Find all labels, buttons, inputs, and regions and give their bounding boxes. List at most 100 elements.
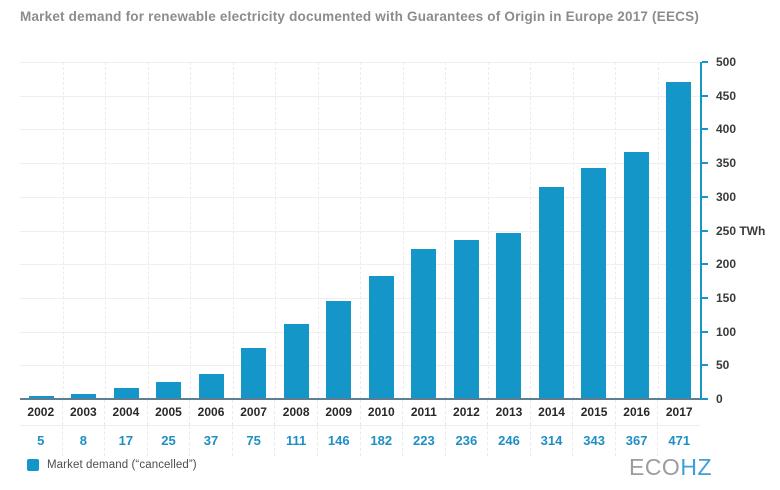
y-tick bbox=[702, 128, 708, 131]
year-label: 2002 bbox=[20, 400, 63, 425]
v-gridline bbox=[530, 62, 531, 399]
value-label: 223 bbox=[403, 426, 446, 456]
year-label: 2009 bbox=[318, 400, 361, 425]
y-tick bbox=[702, 364, 708, 367]
v-gridline bbox=[572, 62, 574, 399]
v-gridline bbox=[487, 62, 489, 399]
bar-2011 bbox=[411, 248, 437, 399]
y-tick-label: 150 bbox=[716, 290, 737, 305]
y-tick-label: 500 bbox=[716, 55, 737, 69]
value-label: 367 bbox=[616, 426, 659, 456]
y-tick bbox=[702, 398, 708, 400]
value-label: 246 bbox=[488, 426, 531, 456]
year-labels-row: 2002 2003 2004 2005 2006 2007 2008 2009 2010 2011… bbox=[20, 400, 700, 425]
v-gridline bbox=[190, 62, 191, 399]
bar-2017 bbox=[666, 81, 692, 399]
bar-2005 bbox=[156, 382, 182, 399]
y-tick bbox=[702, 162, 708, 165]
bar-2014 bbox=[538, 187, 564, 399]
y-tick-label: 250 TWh bbox=[716, 223, 766, 238]
value-label: 111 bbox=[275, 426, 318, 456]
bar-2002 bbox=[28, 395, 54, 399]
year-label: 2017 bbox=[665, 405, 693, 419]
v-gridline bbox=[105, 62, 106, 399]
x-axis-label-table: 2002 2003 2004 2005 2006 2007 2008 2009 2010 2011… bbox=[20, 400, 700, 456]
v-gridline bbox=[317, 62, 319, 399]
value-label: 75 bbox=[233, 426, 276, 456]
value-label: 236 bbox=[446, 426, 489, 456]
value-label: 5 bbox=[20, 426, 63, 456]
value-label: 8 bbox=[63, 426, 106, 456]
v-gridline bbox=[62, 62, 64, 399]
year-label: 2014 bbox=[531, 400, 574, 425]
v-gridline bbox=[147, 62, 149, 399]
value-label: 17 bbox=[105, 426, 148, 456]
year-label: 2010 bbox=[361, 400, 404, 425]
year-label: 2006 bbox=[190, 400, 233, 425]
y-tick-label: 300 bbox=[716, 189, 737, 204]
bar-2007 bbox=[241, 348, 267, 399]
y-axis: 0 50 100 150 200 250 TWh 300 350 400 450 500 bbox=[700, 55, 770, 406]
y-tick bbox=[702, 330, 708, 333]
value-label: 343 bbox=[573, 426, 616, 456]
value-label: 37 bbox=[190, 426, 233, 456]
y-tick-label: 50 bbox=[716, 358, 730, 373]
legend: Market demand (“cancelled”) bbox=[27, 459, 197, 471]
bar-2010 bbox=[368, 276, 394, 399]
y-tick bbox=[702, 195, 708, 198]
y-axis-line bbox=[700, 62, 702, 399]
logo-text-eco: ECO bbox=[628, 454, 681, 480]
year-label: 2005 bbox=[148, 400, 191, 425]
logo-text-hz: HZ bbox=[680, 454, 712, 480]
year-label: 2007 bbox=[233, 400, 276, 425]
y-tick bbox=[702, 263, 708, 266]
bar-2008 bbox=[283, 324, 309, 399]
v-gridline bbox=[615, 62, 616, 399]
year-label: 2012 bbox=[446, 400, 489, 425]
bar-2006 bbox=[198, 374, 224, 399]
year-label: 2015 bbox=[573, 400, 616, 425]
legend-label: Market demand (“cancelled”) bbox=[47, 459, 197, 471]
y-tick-label: 200 bbox=[716, 257, 737, 272]
y-tick-label: 0 bbox=[716, 392, 723, 406]
year-label: 2004 bbox=[105, 400, 148, 425]
v-gridline bbox=[275, 62, 276, 399]
bar-2016 bbox=[623, 151, 649, 399]
y-tick bbox=[702, 61, 708, 63]
legend-marker-icon bbox=[27, 459, 39, 471]
v-gridline bbox=[657, 62, 659, 399]
v-gridline bbox=[402, 62, 404, 399]
value-label: 182 bbox=[361, 426, 404, 456]
year-label: 2016 bbox=[616, 400, 659, 425]
year-label: 2013 bbox=[488, 400, 531, 425]
bar-2015 bbox=[581, 167, 607, 399]
year-label: 2003 bbox=[63, 400, 106, 425]
year-label: 2011 bbox=[403, 400, 446, 425]
value-label: 146 bbox=[318, 426, 361, 456]
value-label: 471 bbox=[668, 433, 691, 448]
value-label: 25 bbox=[148, 426, 191, 456]
bar-2009 bbox=[326, 300, 352, 399]
v-gridline bbox=[360, 62, 361, 399]
v-gridline bbox=[445, 62, 446, 399]
year-label: 2008 bbox=[275, 400, 318, 425]
value-labels-row: 5 8 17 25 37 75 111 146 182 223 236 246 314 343 367 471 bbox=[20, 425, 700, 456]
bar-2012 bbox=[453, 239, 479, 399]
y-tick-label: 450 bbox=[716, 88, 737, 103]
value-label: 314 bbox=[531, 426, 574, 456]
y-tick-label: 400 bbox=[716, 122, 737, 137]
bar-2013 bbox=[496, 233, 522, 399]
bar-2004 bbox=[113, 387, 139, 399]
y-tick bbox=[702, 229, 708, 232]
y-tick bbox=[702, 94, 708, 97]
x-axis-line bbox=[20, 397, 702, 400]
ecohz-logo: ECOHZ bbox=[629, 456, 712, 479]
chart-title: Market demand for renewable electricity … bbox=[20, 9, 700, 24]
y-tick-label: 350 bbox=[716, 156, 737, 171]
bar-2003 bbox=[71, 393, 97, 399]
y-tick bbox=[702, 296, 708, 299]
plot-area bbox=[20, 62, 700, 399]
v-gridline bbox=[232, 62, 234, 399]
y-tick-label: 100 bbox=[716, 324, 737, 339]
